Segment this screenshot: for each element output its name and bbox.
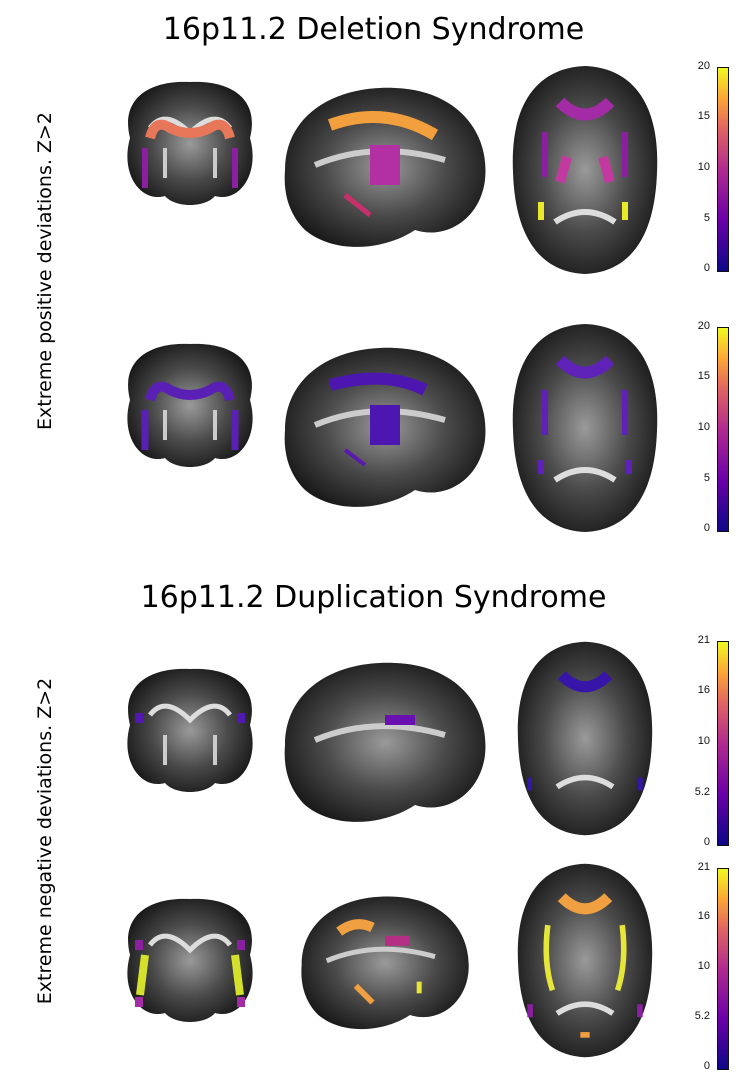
tick: 0	[703, 262, 710, 274]
tick: 16	[697, 684, 710, 696]
tick: 15	[697, 370, 710, 382]
del-row1-sagittal	[284, 87, 486, 247]
dup-row1-coronal	[127, 668, 253, 792]
tick: 15	[697, 110, 710, 122]
tick: 5	[703, 212, 710, 224]
dup-row2-axial	[517, 863, 653, 1058]
del-row2-coronal	[127, 343, 253, 467]
del-row2-sagittal	[284, 347, 486, 507]
tick: 0	[703, 836, 710, 848]
del-row2-axial	[512, 324, 658, 532]
positive-deviations-label: Extreme positive deviations. Z>2	[34, 112, 56, 430]
tick: 0	[703, 522, 710, 534]
tick: 5	[703, 472, 710, 484]
dup-row1-sagittal	[284, 662, 486, 822]
tick: 21	[697, 634, 710, 646]
tick: 20	[697, 320, 710, 332]
tick: 10	[697, 161, 710, 173]
tick: 21	[697, 861, 710, 873]
del-row1-coronal	[127, 81, 253, 205]
dup-row2-coronal	[127, 898, 253, 1022]
deletion-title: 16p11.2 Deletion Syndrome	[162, 12, 585, 47]
tick: 0	[703, 1060, 710, 1072]
tick: 10	[697, 960, 710, 972]
tick: 5.2	[694, 786, 710, 798]
duplication-title: 16p11.2 Duplication Syndrome	[140, 580, 607, 615]
tick: 10	[697, 735, 710, 747]
negative-deviations-label: Extreme negative deviations. Z>2	[34, 677, 56, 1005]
tick: 20	[697, 60, 710, 72]
tick: 10	[697, 421, 710, 433]
tick: 16	[697, 910, 710, 922]
overlay-del1-coronal	[145, 119, 235, 140]
dup-row1-axial	[517, 641, 653, 836]
dup-row2-sagittal	[301, 896, 469, 1030]
del-row1-axial	[512, 66, 658, 274]
tick: 5.2	[694, 1010, 710, 1022]
